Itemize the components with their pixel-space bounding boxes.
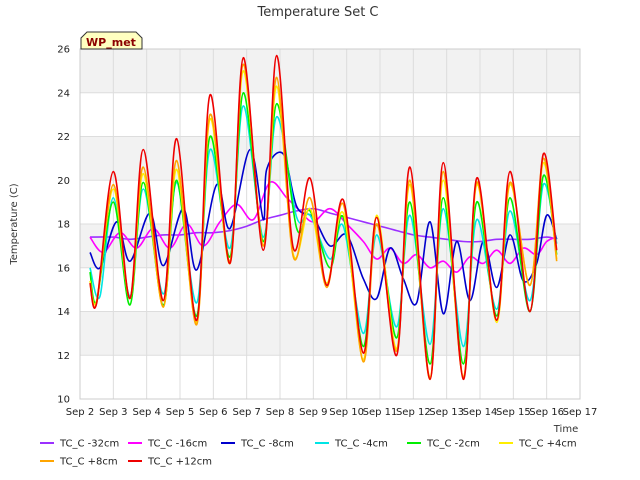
legend-label: TC_C -16cm [147,439,207,450]
x-tick-label: Sep 5 [166,407,194,418]
x-tick-label: Sep 10 [329,407,364,418]
chart-title: Temperature Set C [256,5,378,20]
x-tick-label: Sep 9 [299,407,327,418]
legend-label: TC_C -32cm [59,439,119,450]
y-tick-label: 10 [57,395,70,406]
x-tick-labels: Sep 2 Sep 3 Sep 4 Sep 5 Sep 6 Sep 7 Sep 8 Sep 9… [66,407,598,418]
x-tick-label: Sep 11 [363,407,398,418]
x-tick-label: Sep 16 [529,407,564,418]
x-tick-label: Sep 4 [132,407,160,418]
y-tick-label: 24 [57,88,70,99]
plot-band [80,311,580,356]
y-tick-label: 12 [57,351,70,362]
y-tick-label: 22 [57,132,70,143]
x-tick-label: Sep 8 [266,407,294,418]
x-tick-label: Sep 3 [99,407,127,418]
x-tick-label: Sep 2 [66,407,94,418]
plot-frame [79,48,581,400]
plot-band [80,136,580,181]
y-tick-labels: 10 12 14 16 18 20 22 24 26 [57,45,70,406]
y-tick-label: 18 [57,220,70,231]
x-axis-label: Time [553,424,578,435]
y-tick-label: 20 [57,176,70,187]
plot-band [80,49,580,93]
x-tick-label: Sep 14 [463,407,498,418]
plot-bands [80,49,580,356]
series-line [89,54,558,381]
site-badge: WP_met [80,31,143,50]
x-tick-label: Sep 12 [396,407,431,418]
x-tick-label: Sep 15 [496,407,531,418]
legend-label: TC_C +12cm [147,457,212,468]
legend-label: TC_C +4cm [518,439,577,450]
y-axis-label: Temperature (C) [9,183,20,265]
y-tick-label: 14 [57,307,70,318]
x-tick-label: Sep 17 [563,407,598,418]
legend: TC_C -32cm TC_C -16cm TC_C -8cm TC_C -4cm TC… [40,439,577,468]
legend-label: TC_C +8cm [59,457,118,468]
x-tick-label: Sep 13 [429,407,464,418]
legend-label: TC_C -2cm [426,439,480,450]
legend-label: TC_C -4cm [334,439,388,450]
x-tick-label: Sep 6 [199,407,227,418]
site-badge-label: WP_met [86,36,136,49]
legend-label: TC_C -8cm [240,439,294,450]
x-tick-label: Sep 7 [232,407,260,418]
y-tick-label: 26 [57,45,70,56]
series-lines [89,54,558,381]
y-tick-label: 16 [57,263,70,274]
